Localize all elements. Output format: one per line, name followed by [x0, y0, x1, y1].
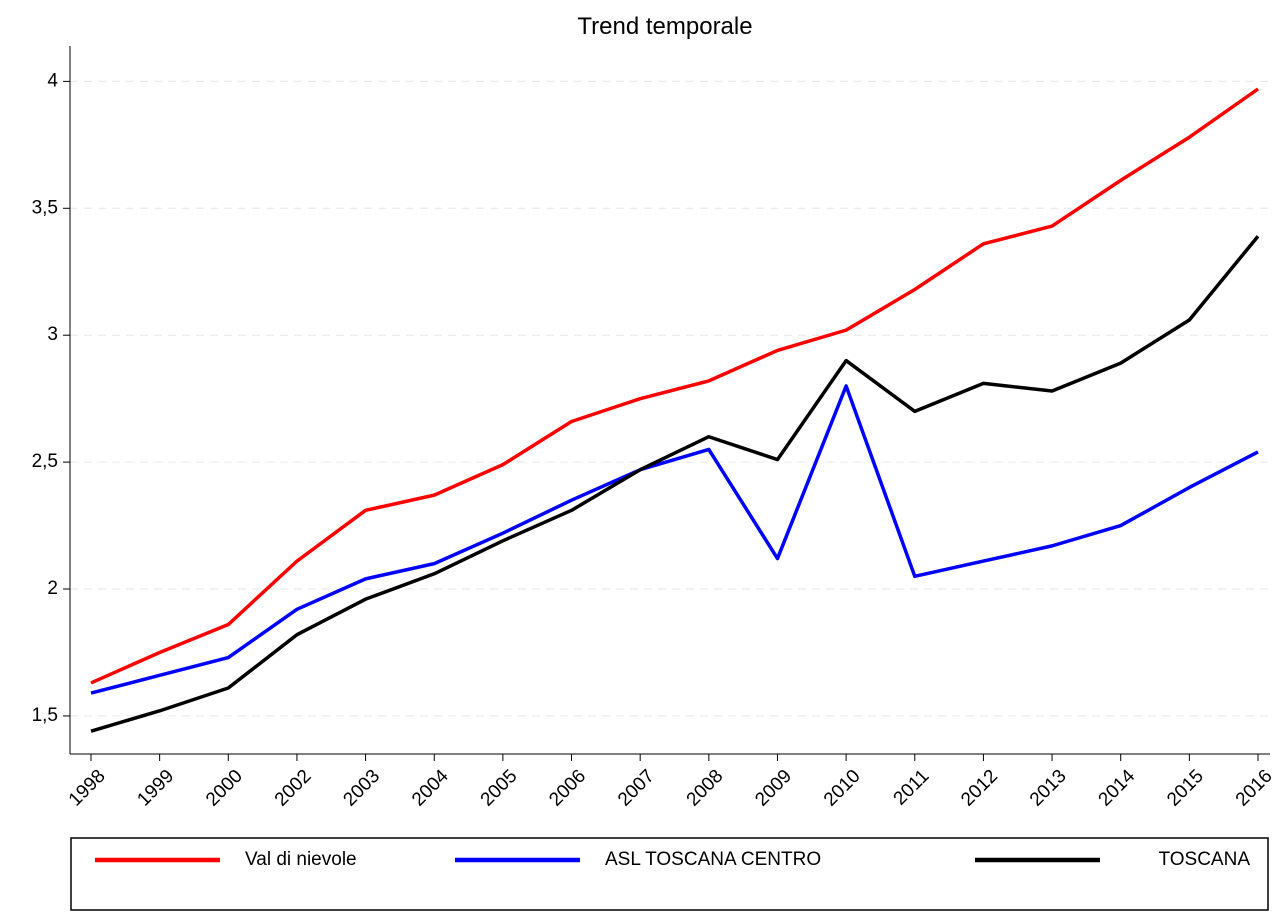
x-tick-label: 2014: [1095, 765, 1140, 810]
x-tick-label: 2011: [890, 766, 934, 810]
legend-box: [70, 837, 1269, 911]
x-tick-label: 2013: [1026, 766, 1071, 811]
x-tick-label: 2008: [683, 766, 728, 811]
legend-label: TOSCANA: [1158, 849, 1250, 870]
legend-label: Val di nievole: [245, 849, 357, 870]
x-tick-label: 2015: [1163, 766, 1208, 811]
x-tick-label: 2010: [820, 766, 865, 811]
x-tick-label: 2000: [202, 766, 247, 811]
y-tick-label: 1,5: [32, 705, 58, 726]
x-tick-label: 2002: [271, 766, 316, 811]
x-tick-label: 2006: [545, 766, 590, 811]
y-tick-label: 3: [47, 324, 58, 345]
series-line: [90, 235, 1260, 733]
x-tick-label: 2004: [408, 765, 453, 810]
series-line: [90, 87, 1260, 685]
x-tick-label: 2005: [477, 766, 522, 811]
x-tick-label: 2003: [339, 766, 384, 811]
y-tick-label: 2,5: [32, 451, 58, 472]
y-tick-label: 4: [47, 70, 58, 91]
x-tick-label: 2009: [751, 766, 796, 811]
legend-label: ASL TOSCANA CENTRO: [605, 849, 821, 870]
x-tick-label: 1999: [133, 766, 178, 811]
x-tick-label: 2007: [614, 766, 659, 811]
x-tick-label: 1998: [65, 766, 110, 811]
y-tick-label: 3,5: [32, 197, 58, 218]
chart-title: Trend temporale: [577, 13, 752, 40]
series-line: [90, 384, 1259, 695]
x-tick-label: 2016: [1232, 766, 1272, 811]
x-tick-label: 2012: [957, 766, 1002, 811]
y-tick-label: 2: [47, 578, 58, 599]
